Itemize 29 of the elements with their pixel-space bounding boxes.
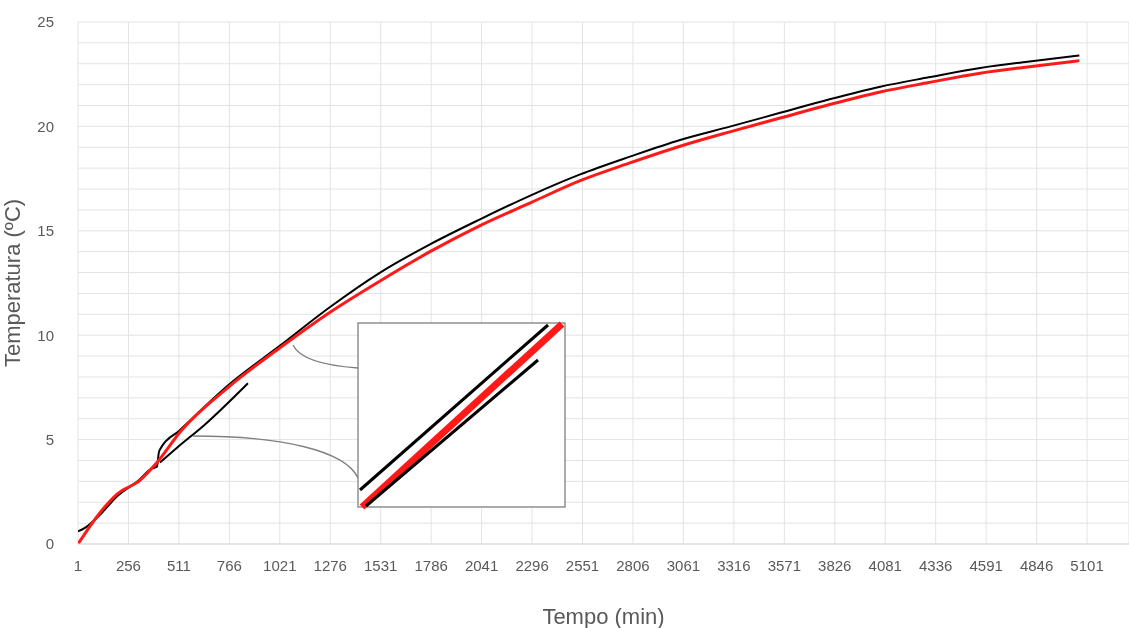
x-tick-label: 4081 <box>868 556 902 574</box>
x-tick-label: 766 <box>216 556 242 574</box>
y-tick-label: 25 <box>37 13 54 31</box>
x-tick-label: 2806 <box>616 556 650 574</box>
x-tick-label: 4336 <box>919 556 953 574</box>
y-axis-title: Temperatura (ºC) <box>0 198 25 368</box>
x-tick-label: 1276 <box>313 556 347 574</box>
y-tick-label: 5 <box>45 430 54 448</box>
x-tick-label: 3316 <box>717 556 751 574</box>
x-tick-label: 1 <box>73 556 83 574</box>
x-tick-label: 1786 <box>414 556 448 574</box>
x-tick-label: 4591 <box>969 556 1003 574</box>
y-tick-label: 0 <box>45 535 54 553</box>
x-tick-label: 1021 <box>263 556 297 574</box>
x-tick-label: 1531 <box>364 556 398 574</box>
x-tick-label: 2296 <box>515 556 549 574</box>
x-tick-label: 256 <box>115 556 141 574</box>
y-tick-label: 20 <box>37 117 54 135</box>
x-axis-title: Tempo (min) <box>542 604 665 628</box>
x-tick-label: 2041 <box>464 556 499 574</box>
x-tick-label: 511 <box>166 556 191 574</box>
x-tick-label: 3061 <box>666 556 701 574</box>
y-tick-label: 15 <box>37 222 54 240</box>
x-tick-label: 3826 <box>818 556 852 574</box>
x-tick-label: 4846 <box>1019 556 1054 574</box>
x-tick-label: 5101 <box>1070 556 1104 574</box>
y-tick-label: 10 <box>37 326 54 344</box>
x-tick-label: 3571 <box>767 556 802 574</box>
x-tick-label: 2551 <box>565 556 600 574</box>
